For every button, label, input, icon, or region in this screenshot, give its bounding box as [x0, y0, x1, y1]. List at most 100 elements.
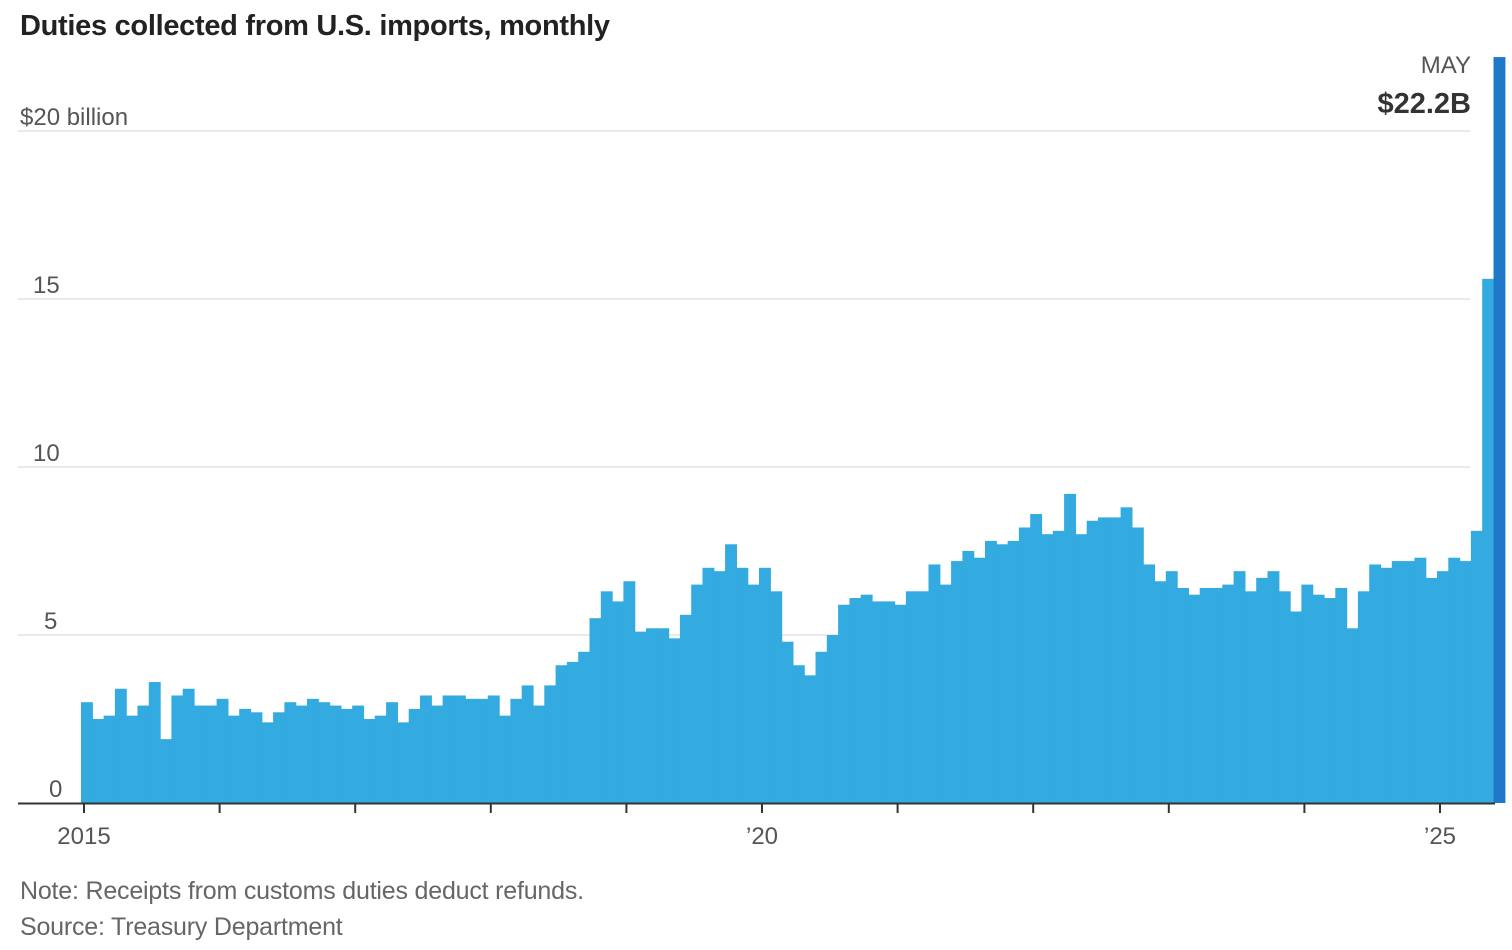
- bar: [92, 719, 105, 803]
- bar: [1211, 587, 1223, 803]
- bar: [646, 628, 658, 803]
- bar: [544, 685, 557, 803]
- bar: [1482, 278, 1495, 804]
- bar: [1233, 571, 1246, 803]
- bar: [1165, 571, 1178, 803]
- bar: [1075, 534, 1088, 803]
- bar: [1267, 571, 1280, 803]
- bar: [114, 688, 127, 803]
- bar: [905, 591, 918, 803]
- bar: [1278, 591, 1291, 803]
- bar: [1256, 577, 1269, 803]
- bar: [634, 631, 647, 803]
- bar: [826, 635, 839, 803]
- chart-title: Duties collected from U.S. imports, mont…: [20, 10, 610, 42]
- bar: [284, 702, 297, 803]
- bar: [442, 695, 455, 803]
- bar: [566, 661, 579, 803]
- bar: [487, 695, 500, 803]
- bar: [770, 591, 783, 803]
- bar: [691, 584, 704, 803]
- bar: [1459, 561, 1472, 803]
- bar: [476, 698, 489, 803]
- bar: [1041, 534, 1054, 803]
- bar: [194, 705, 206, 803]
- x-tick-label: ’25: [1424, 823, 1456, 850]
- bar: [250, 712, 263, 803]
- bar: [205, 705, 218, 803]
- bar: [759, 567, 771, 803]
- bar: [216, 698, 229, 803]
- bar: [657, 628, 670, 803]
- bar: [126, 715, 139, 803]
- bar: [81, 702, 93, 803]
- bar: [1391, 561, 1404, 803]
- bar: [1120, 507, 1133, 803]
- bar: [1109, 517, 1122, 803]
- bar: [261, 722, 274, 803]
- x-tick-label: ’20: [746, 823, 778, 850]
- bars: [81, 57, 1506, 804]
- bar: [600, 591, 613, 803]
- bar: [849, 598, 862, 803]
- bar: [386, 702, 398, 803]
- bar: [804, 675, 817, 803]
- bar: [408, 708, 421, 803]
- bar: [578, 651, 591, 803]
- bar: [420, 695, 432, 803]
- bar: [951, 561, 963, 803]
- bar: [1301, 584, 1314, 803]
- x-tick-label: 2015: [57, 823, 110, 850]
- bar: [499, 715, 511, 803]
- bar: [374, 715, 387, 803]
- y-tick-label: 5: [44, 608, 57, 635]
- bar: [668, 638, 681, 803]
- chart-source: Source: Treasury Department: [20, 913, 343, 941]
- bar: [1018, 527, 1031, 803]
- bar: [465, 698, 478, 803]
- bar: [1143, 564, 1156, 803]
- bar: [340, 708, 353, 803]
- y-tick-label: 15: [33, 272, 60, 299]
- bar: [838, 604, 850, 803]
- bar: [1098, 517, 1110, 803]
- bar: [307, 698, 319, 803]
- bar: [623, 581, 636, 803]
- bar: [1380, 567, 1393, 803]
- chart-note: Note: Receipts from customs duties deduc…: [20, 877, 584, 905]
- bar: [725, 544, 737, 803]
- highlight-bar: [1493, 57, 1506, 803]
- bar: [928, 564, 941, 803]
- highlight-month-label: MAY: [1421, 52, 1471, 79]
- bar: [363, 719, 376, 803]
- bar: [872, 601, 884, 803]
- x-axis: [18, 802, 1495, 813]
- bar: [1052, 530, 1065, 803]
- bar: [555, 665, 568, 803]
- bar: [1199, 587, 1212, 803]
- bar: [160, 739, 172, 803]
- highlight-value-label: $22.2B: [1377, 88, 1471, 120]
- bar: [148, 682, 161, 803]
- bar: [894, 604, 907, 803]
- bar: [1324, 598, 1336, 803]
- bar: [589, 618, 602, 803]
- bar: [137, 705, 150, 803]
- bar: [985, 540, 997, 803]
- bar: [1030, 514, 1043, 803]
- bar: [713, 571, 726, 803]
- gridlines: [18, 130, 1470, 636]
- bar: [736, 567, 749, 803]
- duties-bar-chart: 0 5 10 15 $20 billion 2015 ’20 ’25 MAY $22.2B: [18, 52, 1506, 850]
- bar: [1414, 557, 1427, 803]
- bar: [1369, 564, 1382, 803]
- bar: [747, 584, 760, 803]
- bar: [273, 712, 285, 803]
- bar: [1086, 520, 1099, 803]
- bar: [510, 698, 523, 803]
- bar: [1177, 587, 1189, 803]
- bar: [973, 557, 986, 803]
- y-tick-label: 10: [33, 440, 60, 467]
- bar: [917, 591, 930, 803]
- bar: [1357, 591, 1370, 803]
